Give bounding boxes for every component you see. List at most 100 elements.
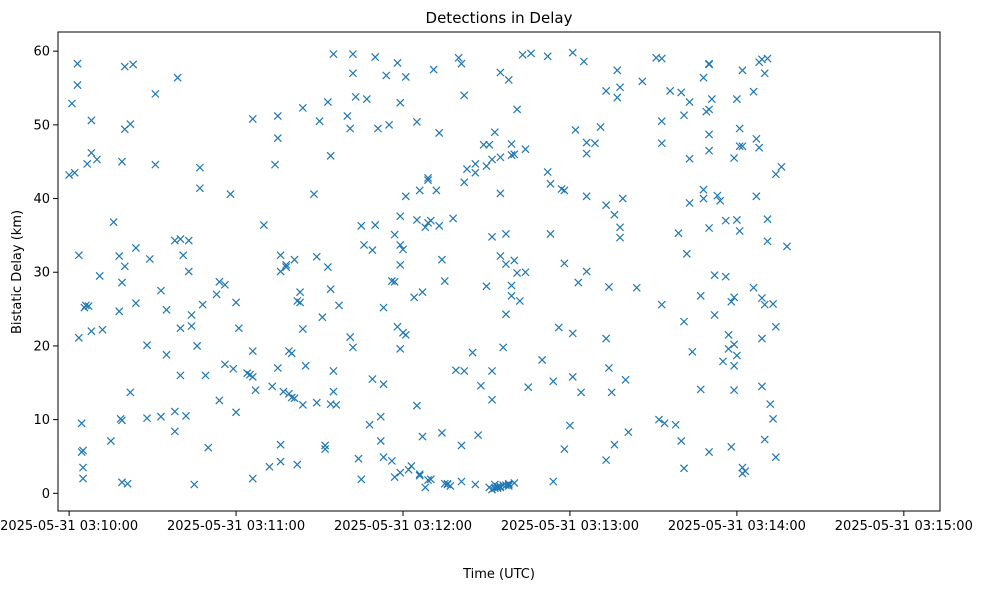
data-point-marker <box>401 72 410 81</box>
data-point-marker <box>499 343 508 352</box>
data-point-marker <box>412 401 421 410</box>
data-point-marker <box>524 383 533 392</box>
data-point-marker <box>276 251 285 260</box>
data-point-marker <box>87 327 96 336</box>
data-point-marker <box>565 421 574 430</box>
data-point-marker <box>610 210 619 219</box>
data-point-marker <box>735 226 744 235</box>
data-point-marker <box>360 240 369 249</box>
data-point-marker <box>126 388 135 397</box>
data-point-marker <box>488 366 497 376</box>
data-point-marker <box>654 415 664 424</box>
data-point-marker <box>373 124 382 133</box>
data-point-marker <box>398 245 408 254</box>
data-point-marker <box>129 60 138 69</box>
data-point-marker <box>705 130 714 139</box>
data-point-marker <box>190 480 199 489</box>
data-point-marker <box>156 412 165 421</box>
data-point-marker <box>501 310 510 319</box>
data-point-marker <box>73 81 82 90</box>
data-point-marker <box>782 242 791 251</box>
data-point-marker <box>131 299 140 308</box>
data-point-marker <box>232 408 241 417</box>
data-point-marker <box>387 456 396 465</box>
data-point-marker <box>771 453 780 462</box>
data-point-marker <box>440 479 449 488</box>
data-point-marker <box>77 419 86 428</box>
data-point-marker <box>145 254 154 263</box>
data-point-marker <box>538 355 547 364</box>
data-point-marker <box>401 192 410 201</box>
data-point-marker <box>410 293 419 302</box>
data-point-marker <box>476 381 485 390</box>
data-point-marker <box>699 73 708 82</box>
data-point-marker <box>568 372 577 381</box>
data-point-marker <box>424 173 433 182</box>
data-point-marker <box>412 117 421 126</box>
data-point-marker <box>368 246 377 255</box>
data-point-marker <box>404 465 413 474</box>
data-point-marker <box>616 223 625 232</box>
data-point-marker <box>577 388 586 397</box>
data-point-marker <box>176 324 185 333</box>
data-point-marker <box>296 288 305 297</box>
data-point-marker <box>426 216 435 225</box>
data-point-marker <box>379 380 388 389</box>
data-point-marker <box>482 162 491 171</box>
data-point-marker <box>387 277 396 286</box>
data-point-marker <box>184 267 193 276</box>
data-point-marker <box>752 134 761 143</box>
data-point-marker <box>521 145 530 154</box>
data-point-marker <box>510 256 519 265</box>
data-point-marker <box>760 435 769 444</box>
data-point-marker <box>632 283 641 292</box>
x-axis-label: Time (UTC) <box>462 567 535 582</box>
data-point-marker <box>74 251 83 260</box>
data-point-marker <box>379 303 388 312</box>
data-point-marker <box>382 71 391 80</box>
data-point-marker <box>120 62 129 71</box>
data-point-marker <box>393 58 402 67</box>
data-point-marker <box>490 128 499 137</box>
data-point-marker <box>390 277 399 286</box>
data-point-marker <box>371 53 380 62</box>
data-point-marker <box>730 386 739 395</box>
data-point-marker <box>510 150 519 159</box>
data-point-marker <box>721 216 730 225</box>
data-point-marker <box>716 196 725 205</box>
data-point-marker <box>732 95 741 104</box>
data-point-marker <box>735 124 744 133</box>
data-point-marker <box>415 470 424 479</box>
data-point-marker <box>437 428 446 437</box>
data-point-marker <box>396 240 405 249</box>
data-point-marker <box>426 475 435 484</box>
data-point-marker <box>657 54 666 63</box>
data-point-marker <box>769 299 778 308</box>
data-point-marker <box>604 282 613 291</box>
data-point-marker <box>596 123 605 132</box>
data-point-marker <box>120 262 129 271</box>
data-point-marker <box>348 343 357 352</box>
data-point-marker <box>705 105 714 114</box>
data-point-marker <box>106 436 115 446</box>
data-point-marker <box>501 229 510 238</box>
data-point-marker <box>730 293 739 302</box>
data-point-marker <box>162 350 171 359</box>
data-point-marker <box>766 400 775 409</box>
data-point-marker <box>418 432 427 441</box>
data-point-marker <box>471 159 480 168</box>
data-point-marker <box>674 229 683 238</box>
data-point-marker <box>326 151 335 160</box>
data-point-marker <box>346 333 355 342</box>
data-point-marker <box>501 260 510 269</box>
data-point-marker <box>696 291 705 300</box>
data-point-marker <box>376 436 385 446</box>
data-point-marker <box>471 168 480 177</box>
data-point-marker <box>268 382 277 391</box>
data-point-marker <box>298 324 307 334</box>
data-point-marker <box>730 153 739 163</box>
data-point-marker <box>543 52 552 61</box>
data-point-marker <box>79 463 88 472</box>
data-point-marker <box>362 95 371 104</box>
data-point-marker <box>621 375 630 384</box>
